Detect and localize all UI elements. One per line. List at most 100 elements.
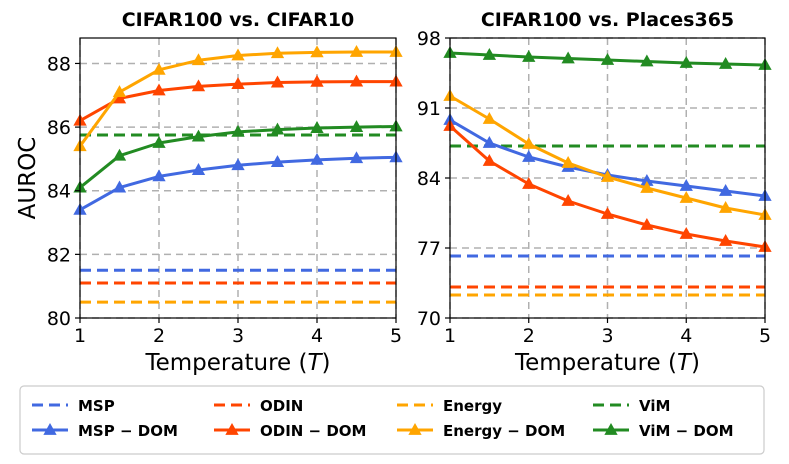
y-tick-label: 88 — [47, 53, 71, 75]
point-energy-dom — [482, 112, 497, 124]
legend-label: ViM − DOM — [639, 422, 734, 440]
point-energy-dom — [231, 48, 245, 61]
x-axis-label: Temperature (T) — [144, 350, 330, 376]
x-tick-label: 2 — [153, 325, 165, 347]
point-energy-dom — [718, 201, 733, 213]
point-vim-dom — [349, 120, 364, 132]
x-tick-label: 3 — [232, 325, 244, 347]
legend-label: MSP — [78, 397, 115, 415]
legend-label: Energy − DOM — [443, 422, 565, 440]
point-energy-dom — [640, 181, 654, 193]
x-tick-label: 2 — [523, 325, 535, 347]
x-tick-label: 4 — [680, 325, 692, 347]
point-energy-dom — [310, 45, 324, 58]
point-msp-dom — [679, 179, 693, 191]
y-tick-label: 77 — [417, 238, 441, 260]
point-vim-dom — [270, 122, 285, 135]
point-energy-dom — [270, 46, 285, 59]
point-vim-dom — [600, 53, 615, 65]
point-msp-dom — [112, 180, 127, 193]
legend-label: ODIN − DOM — [260, 422, 366, 440]
y-tick-label: 98 — [417, 28, 441, 50]
point-odin-dom — [600, 207, 615, 219]
point-odin-dom — [561, 194, 575, 206]
point-energy-dom — [600, 170, 615, 182]
legend-label: MSP − DOM — [78, 422, 178, 440]
y-tick-label: 84 — [47, 181, 71, 203]
y-tick-label: 70 — [417, 308, 441, 330]
point-vim-dom — [152, 136, 166, 148]
y-tick-label: 84 — [417, 168, 441, 190]
y-tick-label: 91 — [417, 98, 441, 120]
point-msp-dom — [640, 174, 654, 186]
point-vim-dom — [718, 57, 733, 69]
legend-label: Energy — [443, 397, 502, 415]
point-msp-dom — [231, 158, 245, 171]
x-axis-label: Temperature (T) — [514, 350, 700, 376]
point-msp-dom — [152, 169, 166, 182]
point-msp-dom — [310, 152, 324, 165]
legend-item-odin: ODIN — [214, 397, 303, 415]
legend-item-odin-dom: ODIN − DOM — [214, 422, 366, 440]
x-tick-label: 5 — [759, 325, 771, 347]
legend-marker — [408, 423, 422, 435]
x-tick-label: 1 — [74, 325, 86, 347]
y-tick-label: 80 — [47, 308, 71, 330]
point-odin-dom — [349, 74, 364, 87]
y-tick-label: 86 — [47, 117, 71, 139]
legend-item-vim: ViM — [593, 397, 670, 415]
point-vim-dom — [310, 121, 324, 133]
point-vim-dom — [112, 148, 127, 161]
legend-label: ODIN — [260, 397, 303, 415]
point-msp-dom — [270, 155, 285, 167]
point-odin-dom — [231, 77, 245, 90]
point-energy-dom — [561, 156, 575, 168]
legend-item-energy-dom: Energy − DOM — [397, 422, 565, 440]
point-odin-dom — [191, 79, 206, 92]
legend: MSP ODIN Energy ViM MSP − DOM ODIN − DOM Energ… — [19, 385, 765, 455]
point-odin-dom — [270, 75, 285, 88]
point-odin-dom — [482, 154, 497, 166]
x-tick-label: 1 — [444, 325, 456, 347]
x-tick-label: 4 — [311, 325, 323, 347]
point-energy-dom — [522, 137, 536, 149]
point-vim-dom — [231, 124, 245, 137]
point-energy-dom — [679, 191, 693, 203]
point-msp-dom — [522, 150, 536, 162]
point-odin-dom — [718, 234, 733, 246]
point-msp-dom — [482, 136, 497, 148]
x-tick-label: 3 — [601, 325, 613, 347]
legend-item-energy: Energy — [397, 397, 502, 415]
chart-panel-left: CIFAR100 vs. CIFAR10 1 2 3 4 5 80 82 84 86 88 Tempe… — [15, 9, 403, 376]
legend-box — [19, 385, 765, 455]
point-vim-dom — [522, 50, 536, 62]
point-msp-dom — [191, 163, 206, 175]
legend-marker — [225, 423, 239, 435]
chart-title: CIFAR100 vs. Places365 — [481, 9, 734, 31]
point-vim-dom — [561, 51, 575, 64]
point-msp-dom — [349, 151, 364, 164]
point-vim-dom — [679, 56, 693, 68]
chart-title: CIFAR100 vs. CIFAR10 — [122, 9, 355, 31]
y-tick-label: 82 — [47, 244, 71, 266]
point-msp-dom — [718, 184, 733, 196]
legend-marker — [43, 423, 57, 435]
point-odin-dom — [640, 218, 654, 230]
legend-item-msp: MSP — [32, 397, 115, 415]
point-vim-dom — [482, 48, 497, 60]
point-odin-dom — [522, 177, 536, 189]
point-energy-dom — [349, 45, 364, 57]
x-tick-label: 5 — [390, 325, 402, 347]
legend-item-msp-dom: MSP − DOM — [32, 422, 178, 440]
point-odin-dom — [112, 91, 127, 104]
legend-marker — [604, 423, 618, 435]
point-energy-dom — [112, 85, 127, 97]
point-odin-dom — [310, 74, 324, 87]
point-odin-dom — [679, 227, 693, 239]
point-energy-dom — [191, 53, 206, 66]
chart-panel-right: CIFAR100 vs. Places365 1 2 3 4 5 70 77 84 91 98 Tem… — [417, 9, 772, 376]
point-energy-dom — [152, 62, 166, 75]
point-odin-dom — [152, 83, 166, 96]
legend-item-vim-dom: ViM − DOM — [593, 422, 734, 440]
